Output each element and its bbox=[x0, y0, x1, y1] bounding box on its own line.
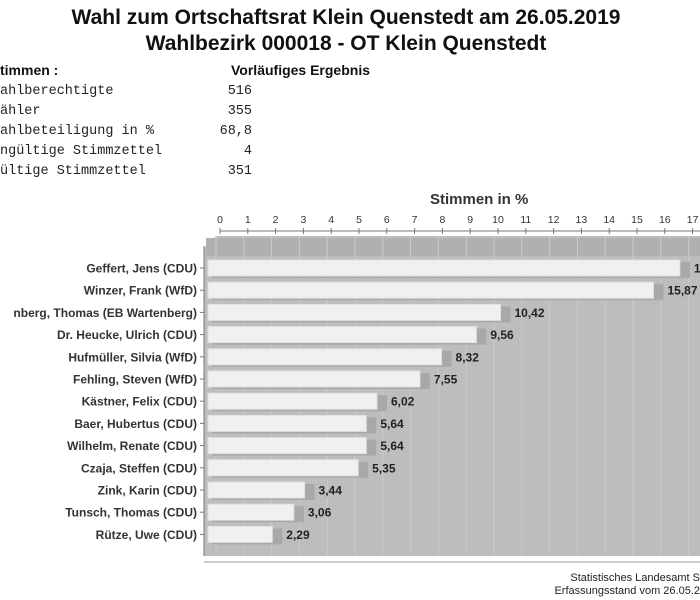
summary-value-header: Vorläufiges Ergebnis bbox=[231, 62, 370, 78]
x-tick-label: 14 bbox=[603, 214, 615, 226]
data-label: 3,06 bbox=[308, 506, 332, 520]
x-tick-label: 10 bbox=[492, 214, 504, 226]
bar bbox=[207, 459, 359, 477]
x-tick-label: 5 bbox=[356, 214, 362, 226]
bar bbox=[207, 503, 295, 521]
category-label: Hufmüller, Silvia (WfD) bbox=[68, 350, 197, 364]
x-tick-label: 13 bbox=[576, 214, 588, 226]
summary-row-label: ahlberechtigte bbox=[0, 84, 114, 99]
x-tick-label: 15 bbox=[631, 214, 643, 226]
data-label: 15,87 bbox=[667, 284, 697, 298]
summary-row-value: 4 bbox=[243, 144, 252, 159]
data-label: 5,35 bbox=[372, 461, 396, 475]
title-line-1: Wahl zum Ortschaftsrat Klein Quenstedt a… bbox=[71, 6, 621, 29]
summary-row-label: ahlbeteiligung in % bbox=[0, 124, 154, 139]
plot-top-band bbox=[206, 238, 700, 256]
data-label: 5,64 bbox=[380, 439, 404, 453]
footer-source: Statistisches Landesamt S bbox=[570, 572, 700, 584]
bar bbox=[207, 414, 367, 432]
summary-row-value: 351 bbox=[227, 164, 252, 179]
category-label: Czaja, Steffen (CDU) bbox=[81, 461, 197, 475]
summary-row-label: ültige Stimmzettel bbox=[0, 164, 146, 179]
x-tick-label: 11 bbox=[520, 214, 531, 226]
bar bbox=[207, 326, 477, 344]
x-tick-label: 6 bbox=[384, 214, 390, 226]
category-label: Baer, Hubertus (CDU) bbox=[74, 417, 197, 431]
bar bbox=[207, 281, 654, 299]
x-tick-label: 2 bbox=[273, 214, 279, 226]
data-label: 8,32 bbox=[456, 350, 480, 364]
x-tick-label: 8 bbox=[439, 214, 445, 226]
x-tick-label: 0 bbox=[217, 214, 223, 226]
x-tick-label: 12 bbox=[548, 214, 560, 226]
data-label: 7,55 bbox=[434, 373, 458, 387]
bar bbox=[207, 437, 367, 455]
summary-label-header: timmen : bbox=[0, 62, 59, 78]
category-label: Fehling, Steven (WfD) bbox=[73, 373, 197, 387]
data-label: 6,02 bbox=[391, 395, 415, 409]
category-label: Dr. Heucke, Ulrich (CDU) bbox=[57, 328, 197, 342]
data-label: 3,44 bbox=[319, 484, 343, 498]
x-tick-label: 4 bbox=[328, 214, 334, 226]
bar bbox=[207, 392, 378, 410]
bar bbox=[207, 259, 681, 277]
axis-title: Stimmen in % bbox=[430, 191, 529, 208]
x-tick-label: 7 bbox=[412, 214, 418, 226]
footer-date: Erfassungsstand vom 26.05.2 bbox=[554, 585, 700, 597]
summary-row-value: 355 bbox=[227, 104, 252, 119]
category-label: Zink, Karin (CDU) bbox=[98, 484, 197, 498]
category-label: Kästner, Felix (CDU) bbox=[82, 395, 197, 409]
category-label: nberg, Thomas (EB Wartenberg) bbox=[13, 306, 197, 320]
data-label: 16,81 bbox=[694, 262, 700, 276]
data-label: 2,29 bbox=[286, 528, 310, 542]
category-label: Tunsch, Thomas (CDU) bbox=[65, 506, 197, 520]
category-label: Winzer, Frank (WfD) bbox=[84, 284, 197, 298]
bar bbox=[207, 348, 443, 366]
category-label: Geffert, Jens (CDU) bbox=[86, 262, 197, 276]
bar bbox=[207, 525, 273, 543]
summary-row-label: ngültige Stimmzettel bbox=[0, 144, 163, 159]
x-tick-label: 9 bbox=[467, 214, 473, 226]
x-tick-label: 16 bbox=[659, 214, 671, 226]
title-line-2: Wahlbezirk 000018 - OT Klein Quenstedt bbox=[145, 32, 547, 55]
bar bbox=[207, 481, 306, 499]
bar bbox=[207, 303, 501, 321]
x-tick-label: 1 bbox=[245, 214, 251, 226]
x-tick-label: 17 bbox=[687, 214, 699, 226]
data-label: 5,64 bbox=[380, 417, 404, 431]
summary-row-value: 68,8 bbox=[219, 124, 252, 139]
category-label: Wilhelm, Renate (CDU) bbox=[67, 439, 197, 453]
x-tick-label: 3 bbox=[300, 214, 306, 226]
category-label: Rütze, Uwe (CDU) bbox=[96, 528, 197, 542]
bar bbox=[207, 370, 421, 388]
data-label: 10,42 bbox=[514, 306, 544, 320]
summary-row-value: 516 bbox=[227, 84, 252, 99]
data-label: 9,56 bbox=[490, 328, 514, 342]
summary-row-label: ähler bbox=[0, 104, 41, 119]
